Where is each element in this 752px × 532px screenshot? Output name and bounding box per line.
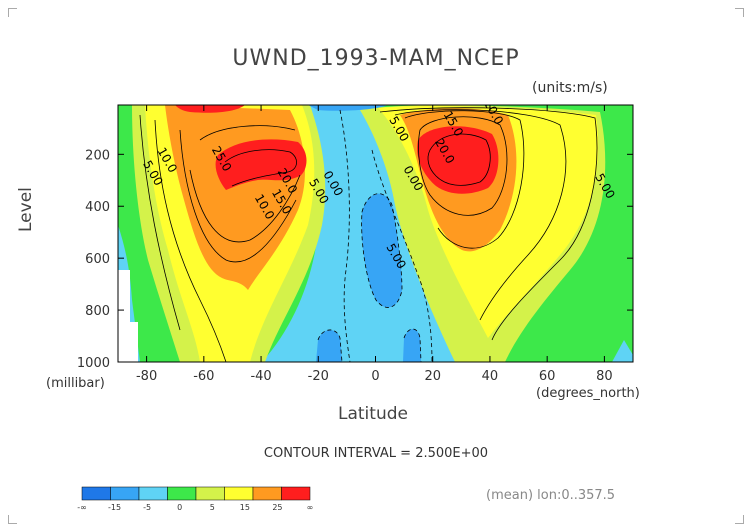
colorbar-swatch (195, 486, 225, 501)
band-blue-upper (308, 105, 388, 111)
corner-mark-tl (8, 8, 17, 17)
band-blue-surface-2 (403, 329, 421, 362)
y-tick-label: 800 (85, 304, 110, 319)
y-tick-label: 200 (85, 148, 110, 163)
colorbar-swatch (252, 486, 282, 501)
terrain-mask (118, 270, 130, 362)
contour-line (179, 129, 297, 263)
contour-line (139, 114, 181, 331)
band-red-top-south (175, 105, 245, 113)
contour-line (394, 109, 567, 321)
contour-line (404, 110, 525, 249)
colorbar: -∞ -15 -5 0 5 15 25 ∞ (77, 486, 314, 512)
x-tick-label: 20 (424, 369, 441, 384)
colorbar-label: -5 (143, 503, 151, 512)
corner-mark-bl (8, 515, 17, 524)
colorbar-label: -∞ (77, 503, 87, 512)
colorbar-label: 25 (272, 503, 282, 512)
contour-line (154, 119, 227, 362)
contour-line (379, 107, 598, 341)
x-tick-label: -60 (193, 369, 214, 384)
contour-line (199, 125, 296, 141)
x-tick-label: 40 (482, 369, 499, 384)
corner-mark-br (735, 515, 744, 524)
y-tick-label: 1000 (77, 356, 110, 371)
band-blue-midlevel (361, 193, 402, 308)
mean-info-text: (mean) lon:0..357.5 (486, 488, 616, 503)
chart-title: UWND_1993-MAM_NCEP (232, 46, 520, 71)
x-tick-label: -40 (250, 369, 271, 384)
band-blue-surface-1 (316, 329, 342, 362)
contour-line-negative (371, 149, 433, 362)
contour-line (427, 133, 491, 186)
colorbar-swatch (281, 486, 311, 501)
y-tick-label: 600 (85, 252, 110, 267)
colorbar-label: 15 (240, 503, 250, 512)
contour-lines (139, 107, 598, 362)
contour-line-negative (361, 193, 403, 308)
colorbar-label: -15 (108, 503, 121, 512)
contour-line (189, 169, 301, 243)
contour-interval-text: CONTOUR INTERVAL = 2.500E+00 (263, 446, 489, 461)
colorbar-label: 0 (177, 503, 182, 512)
contour-line-negative (317, 329, 343, 362)
y-axis-unit: (millibar) (46, 376, 105, 391)
colorbar-swatch (224, 486, 254, 501)
contour-lines-dashed (317, 109, 433, 362)
colorbar-label: 5 (210, 503, 215, 512)
colorbar-swatch (81, 486, 111, 501)
plot-area: 10.05.00 25.020.015.010.05.000.005.005.00… (118, 105, 633, 362)
x-axis-unit: (degrees_north) (536, 386, 640, 401)
colorbar-swatch (110, 486, 140, 501)
x-tick-label: 0 (371, 369, 379, 384)
contour-line (224, 149, 297, 187)
units-label: (units:m/s) (532, 80, 608, 96)
y-tick-label: 400 (85, 200, 110, 215)
x-tick-label: 60 (539, 369, 556, 384)
contour-line-negative (403, 328, 422, 362)
x-tick-label: 80 (596, 369, 613, 384)
colorbar-swatch (167, 486, 197, 501)
terrain-mask-step (130, 322, 138, 362)
corner-mark-tr (735, 8, 744, 17)
x-tick-label: -80 (136, 369, 157, 384)
contour-line (418, 116, 508, 216)
contour-line-negative (339, 109, 351, 362)
axes: -80 -60 -40 -20 0 20 40 60 80 200 400 600 800 1000 (77, 105, 633, 384)
colorbar-label: ∞ (307, 503, 314, 512)
x-tick-label: -20 (308, 369, 329, 384)
band-red-south (215, 139, 307, 190)
colorbar-swatch (138, 486, 168, 501)
band-cyan-east (612, 340, 633, 362)
x-axis-label: Latitude (338, 404, 408, 424)
